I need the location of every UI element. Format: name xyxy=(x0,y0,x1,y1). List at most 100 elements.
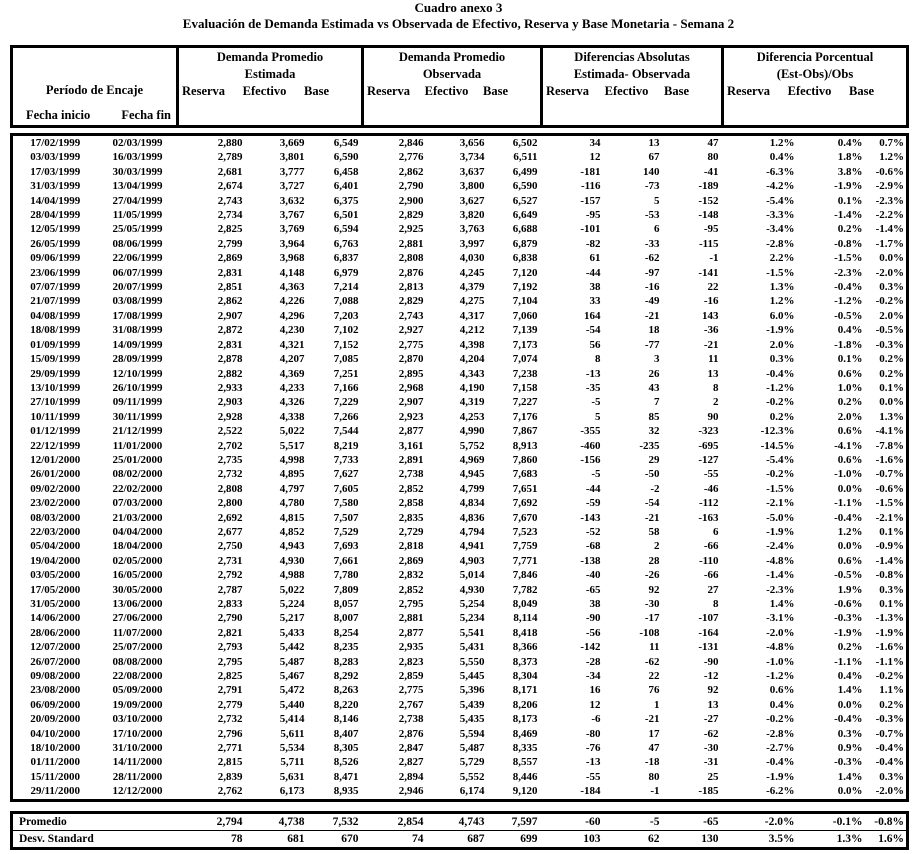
cell-observada-base: 7,227 xyxy=(512,396,538,409)
cell-fecha-inicio: 18/10/2000 xyxy=(30,742,81,755)
cell-pct-base: -0.8% xyxy=(875,569,904,582)
cell-estimada-base: 7,693 xyxy=(333,540,359,553)
table-row: 21/07/1999 03/08/1999 2,862 4,226 7,088 … xyxy=(12,294,908,308)
cell-pct-reserva: -0.2% xyxy=(766,396,795,409)
table-row: 23/08/2000 05/09/2000 2,791 5,472 8,263 … xyxy=(12,683,908,697)
table-row: 22/03/2000 04/04/2000 2,677 4,852 7,529 … xyxy=(12,525,908,539)
cell-dif-base: -41 xyxy=(703,165,719,178)
cell-pct-reserva: -1.9% xyxy=(766,525,795,538)
cell-dif-base: -46 xyxy=(703,482,719,495)
footer-cell-observada-base: 7,597 xyxy=(511,815,538,828)
cell-observada-efectivo: 5,552 xyxy=(459,770,485,783)
cell-observada-base: 8,913 xyxy=(512,439,538,452)
cell-estimada-reserva: 2,907 xyxy=(217,309,243,322)
cell-pct-reserva: -3.1% xyxy=(766,612,795,625)
group-columns: Reserva Efectivo Base xyxy=(179,83,361,99)
cell-pct-reserva: -5.4% xyxy=(766,453,795,466)
cell-fecha-inicio: 22/12/1999 xyxy=(30,439,81,452)
cell-dif-efectivo: 22 xyxy=(648,670,660,683)
cell-pct-reserva: -2.0% xyxy=(766,626,795,639)
cell-dif-reserva: 164 xyxy=(584,309,601,322)
cell-dif-efectivo: 28 xyxy=(648,554,660,567)
data-table: 17/02/1999 02/03/1999 2,880 3,669 6,549 … xyxy=(10,133,909,802)
cell-fecha-inicio: 03/05/2000 xyxy=(30,569,81,582)
cell-pct-efectivo: 0.1% xyxy=(837,353,863,366)
cell-observada-base: 6,511 xyxy=(513,151,538,164)
cell-fecha-fin: 16/05/2000 xyxy=(112,569,163,582)
cell-fecha-fin: 25/07/2000 xyxy=(112,641,163,654)
cell-fecha-fin: 14/09/1999 xyxy=(112,338,163,351)
cell-estimada-efectivo: 5,217 xyxy=(279,612,305,625)
cell-dif-base: -66 xyxy=(703,540,719,553)
cell-estimada-reserva: 2,831 xyxy=(217,338,243,351)
table-row: 28/04/1999 11/05/1999 2,734 3,767 6,501 … xyxy=(12,208,908,222)
cell-observada-efectivo: 4,030 xyxy=(459,252,485,265)
cell-pct-efectivo: -1.1% xyxy=(834,497,863,510)
cell-fecha-fin: 30/05/2000 xyxy=(112,583,163,596)
table-row: 17/02/1999 02/03/1999 2,880 3,669 6,549 … xyxy=(12,135,908,151)
cell-observada-base: 8,049 xyxy=(512,598,538,610)
cell-estimada-reserva: 2,674 xyxy=(217,180,243,193)
cell-estimada-base: 8,220 xyxy=(333,698,359,711)
footer-cell-dif-reserva: -60 xyxy=(585,815,601,828)
cell-dif-base: -16 xyxy=(703,295,719,308)
cell-pct-efectivo: 2.0% xyxy=(837,410,863,423)
cell-pct-reserva: -12.3% xyxy=(760,425,795,438)
cell-pct-base: -0.2% xyxy=(875,670,904,683)
cell-observada-base: 6,502 xyxy=(512,137,538,149)
cell-observada-base: 7,104 xyxy=(512,295,538,308)
cell-estimada-efectivo: 3,801 xyxy=(279,151,305,164)
cell-observada-reserva: 2,813 xyxy=(398,281,424,294)
cell-estimada-reserva: 2,681 xyxy=(217,165,243,178)
cell-estimada-reserva: 2,869 xyxy=(217,252,243,265)
cell-estimada-reserva: 2,815 xyxy=(217,756,243,769)
cell-pct-base: -0.6% xyxy=(875,165,904,178)
footer-cell-dif-base: -65 xyxy=(703,815,719,828)
cell-estimada-reserva: 2,825 xyxy=(217,223,243,236)
cell-fecha-inicio: 01/12/1999 xyxy=(30,425,81,438)
cell-pct-reserva: -1.2% xyxy=(766,670,795,683)
cell-pct-reserva: -0.4% xyxy=(766,367,795,380)
cell-pct-base: 0.2% xyxy=(879,698,904,711)
table-row: 09/02/2000 22/02/2000 2,808 4,797 7,605 … xyxy=(12,482,908,496)
cell-estimada-reserva: 2,732 xyxy=(217,468,243,481)
col-label-base: Base xyxy=(483,84,508,98)
summary-row: Desv. Standard 78 681 670 74 687 699 103… xyxy=(11,829,908,849)
cell-observada-efectivo: 5,439 xyxy=(459,698,485,711)
cell-pct-base: 0.7% xyxy=(879,137,904,149)
cell-estimada-base: 8,057 xyxy=(333,598,359,610)
cell-fecha-inicio: 27/10/1999 xyxy=(30,396,81,409)
cell-estimada-efectivo: 5,440 xyxy=(279,698,305,711)
cell-estimada-base: 6,590 xyxy=(333,151,359,164)
cell-pct-reserva: -1.5% xyxy=(766,482,795,495)
cell-estimada-base: 7,733 xyxy=(333,453,359,466)
cell-pct-efectivo: 0.6% xyxy=(837,367,863,380)
cell-fecha-fin: 06/07/1999 xyxy=(112,266,163,279)
cell-observada-base: 8,418 xyxy=(512,626,538,639)
cell-observada-efectivo: 4,799 xyxy=(459,482,485,495)
cell-dif-efectivo: 17 xyxy=(648,727,660,740)
table-row: 14/06/2000 27/06/2000 2,790 5,217 8,007 … xyxy=(12,611,908,625)
cell-pct-efectivo: -1.9% xyxy=(834,180,863,193)
cell-estimada-base: 6,549 xyxy=(333,137,359,149)
cell-fecha-fin: 08/08/2000 xyxy=(112,655,163,668)
cell-fecha-inicio: 15/11/2000 xyxy=(30,770,80,783)
cell-dif-efectivo: 7 xyxy=(654,396,660,409)
cell-dif-efectivo: -21 xyxy=(644,511,660,524)
header-group-estimada: Demanda Promedio Estimada Reserva Efecti… xyxy=(176,46,363,127)
cell-fecha-fin: 30/11/1999 xyxy=(112,410,163,423)
cell-estimada-reserva: 2,743 xyxy=(217,194,243,207)
cell-fecha-inicio: 09/08/2000 xyxy=(30,670,81,683)
cell-fecha-fin: 20/07/1999 xyxy=(112,281,163,294)
cell-dif-efectivo: -108 xyxy=(639,626,660,639)
cell-fecha-inicio: 23/06/1999 xyxy=(30,266,81,279)
cell-pct-efectivo: 0.0% xyxy=(837,698,863,711)
cell-dif-base: 11 xyxy=(708,353,719,366)
cell-estimada-reserva: 2,779 xyxy=(217,698,243,711)
cell-dif-reserva: -44 xyxy=(585,482,601,495)
cell-estimada-reserva: 2,791 xyxy=(217,684,243,697)
cell-dif-efectivo: -21 xyxy=(644,309,660,322)
cell-pct-efectivo: -1.9% xyxy=(834,626,863,639)
cell-estimada-efectivo: 3,727 xyxy=(279,180,305,193)
cell-fecha-inicio: 19/04/2000 xyxy=(30,554,81,567)
